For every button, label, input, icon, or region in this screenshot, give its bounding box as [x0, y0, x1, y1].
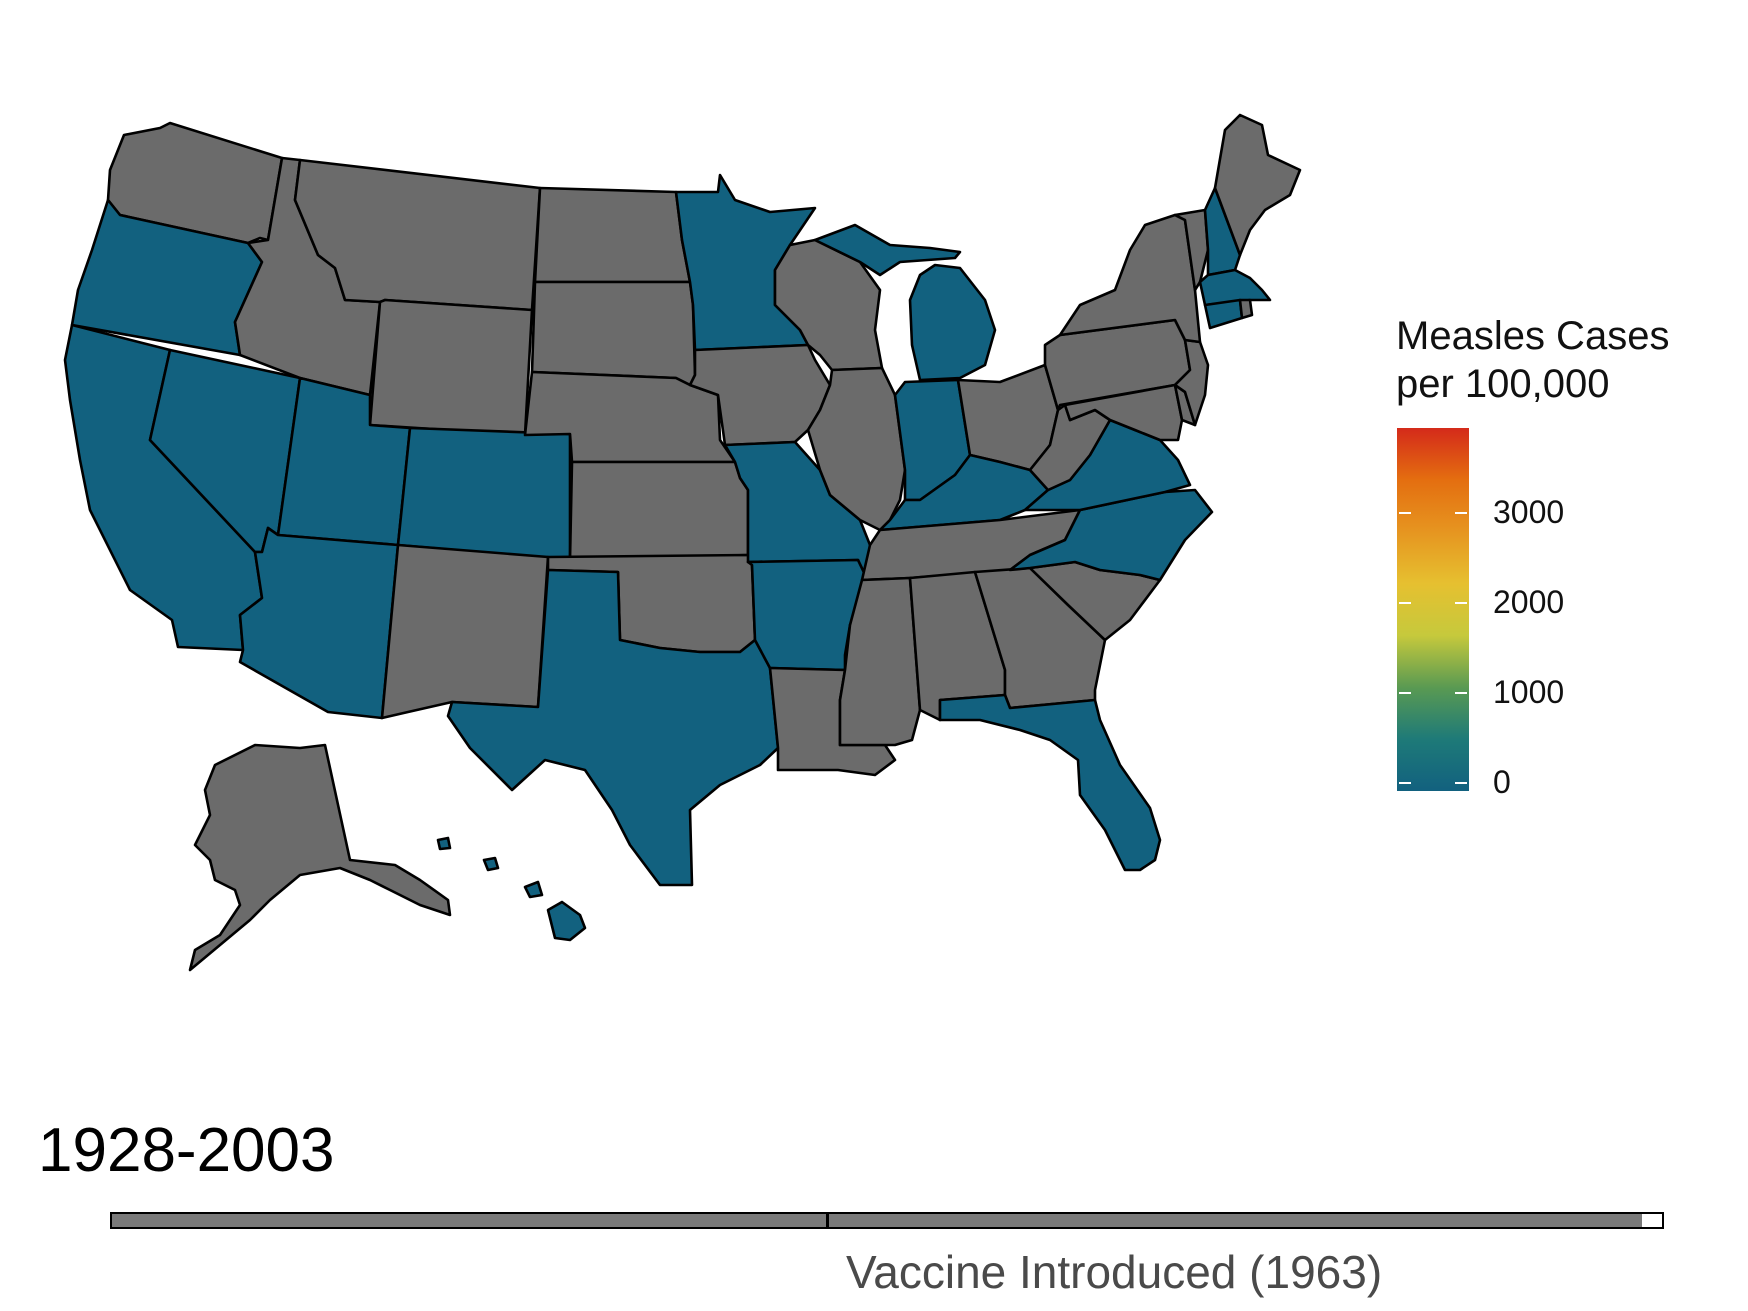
timeline-progress — [112, 1214, 1642, 1227]
state-texas[interactable] — [446, 568, 780, 887]
state-alaska[interactable] — [188, 743, 452, 972]
state-north-dakota[interactable] — [533, 186, 692, 284]
state-wyoming[interactable] — [368, 298, 534, 437]
legend-title: Measles Cases per 100,000 — [1396, 314, 1670, 406]
legend-tick-label: 2000 — [1493, 583, 1565, 620]
state-washington[interactable] — [106, 121, 284, 245]
state-arizona[interactable] — [238, 526, 400, 720]
legend-color-bar — [1397, 428, 1469, 791]
state-kansas[interactable] — [568, 460, 750, 562]
state-florida[interactable] — [938, 693, 1162, 872]
state-rhode-island[interactable] — [1238, 298, 1254, 320]
legend-tick-label: 1000 — [1493, 673, 1565, 710]
state-michigan-upper[interactable] — [813, 223, 962, 277]
state-hawaii[interactable] — [546, 900, 587, 942]
vaccine-marker — [825, 1212, 829, 1229]
state-iowa[interactable] — [688, 343, 832, 447]
state-hawaii-maui[interactable] — [523, 880, 544, 899]
state-new-york[interactable] — [1058, 213, 1202, 344]
state-new-jersey[interactable] — [1173, 338, 1210, 427]
state-new-mexico[interactable] — [380, 543, 550, 720]
state-hawaii-kauai[interactable] — [436, 836, 452, 851]
state-michigan[interactable] — [908, 263, 997, 382]
legend-tick-label: 3000 — [1493, 493, 1565, 530]
state-hawaii-oahu[interactable] — [482, 856, 500, 872]
legend-tick-label: 0 — [1493, 764, 1511, 800]
year-range-label: 1928-2003 — [38, 1116, 335, 1185]
timeline-bar[interactable] — [110, 1212, 1664, 1229]
state-colorado[interactable] — [396, 426, 572, 562]
state-connecticut[interactable] — [1203, 298, 1244, 330]
vaccine-introduced-label: Vaccine Introduced (1963) — [846, 1246, 1383, 1298]
state-maine[interactable] — [1213, 113, 1302, 257]
state-south-dakota[interactable] — [530, 280, 697, 387]
state-north-carolina[interactable] — [1008, 488, 1214, 582]
